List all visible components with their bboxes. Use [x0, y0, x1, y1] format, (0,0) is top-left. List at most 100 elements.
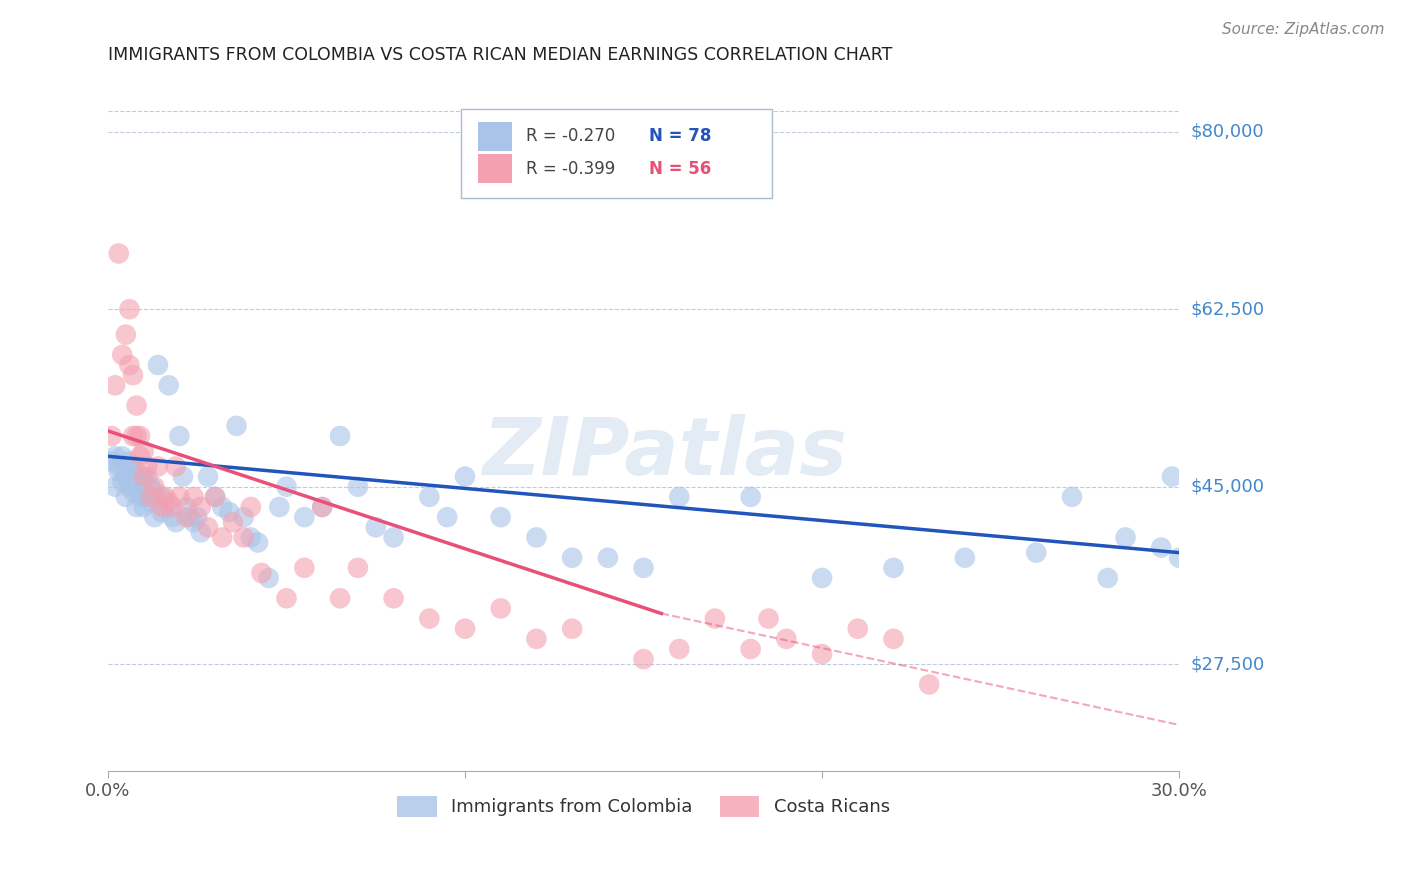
Point [197, 469, 219, 483]
Point [561, 550, 583, 565]
Point [311, 500, 333, 514]
Point [918, 677, 941, 691]
Point [157, 378, 180, 392]
Point [125, 500, 148, 514]
Point [526, 632, 548, 646]
Point [136, 490, 159, 504]
Point [846, 622, 869, 636]
Point [811, 571, 834, 585]
Point [561, 622, 583, 636]
Point [162, 510, 184, 524]
Point [100, 454, 122, 468]
Point [276, 591, 298, 606]
Point [176, 510, 198, 524]
Point [139, 490, 162, 504]
Point [139, 495, 162, 509]
Point [162, 500, 184, 514]
Text: ZIPatlas: ZIPatlas [482, 415, 848, 492]
Point [239, 531, 262, 545]
Point [129, 469, 152, 483]
Point [122, 484, 145, 499]
Point [132, 444, 155, 458]
Point [222, 515, 245, 529]
Legend: Immigrants from Colombia, Costa Ricans: Immigrants from Colombia, Costa Ricans [389, 789, 897, 823]
Point [418, 490, 440, 504]
Point [436, 510, 458, 524]
Point [104, 480, 127, 494]
Text: $27,500: $27,500 [1191, 656, 1264, 673]
Text: IMMIGRANTS FROM COLOMBIA VS COSTA RICAN MEDIAN EARNINGS CORRELATION CHART: IMMIGRANTS FROM COLOMBIA VS COSTA RICAN … [108, 46, 893, 64]
Point [311, 500, 333, 514]
Point [129, 490, 152, 504]
Point [1150, 541, 1173, 555]
Point [107, 246, 129, 260]
Point [489, 510, 512, 524]
Point [183, 490, 205, 504]
Point [111, 450, 134, 464]
Point [115, 490, 138, 504]
Point [269, 500, 291, 514]
Point [165, 515, 187, 529]
Point [364, 520, 387, 534]
Point [596, 550, 619, 565]
Point [225, 418, 247, 433]
Point [153, 500, 176, 514]
Point [169, 429, 191, 443]
Text: Source: ZipAtlas.com: Source: ZipAtlas.com [1222, 22, 1385, 37]
Point [132, 475, 155, 489]
Point [882, 561, 904, 575]
Point [104, 378, 127, 392]
Point [811, 647, 834, 661]
Point [165, 459, 187, 474]
Text: N = 56: N = 56 [650, 160, 711, 178]
Text: R = -0.399: R = -0.399 [526, 160, 614, 178]
Text: R = -0.270: R = -0.270 [526, 128, 614, 145]
Point [1097, 571, 1119, 585]
Point [775, 632, 797, 646]
Text: $45,000: $45,000 [1191, 478, 1264, 496]
Text: $80,000: $80,000 [1191, 123, 1264, 141]
Point [143, 484, 166, 499]
Point [633, 652, 655, 666]
Point [703, 611, 725, 625]
Point [179, 510, 201, 524]
Point [1025, 546, 1047, 560]
Point [1161, 469, 1184, 483]
Bar [478, 121, 512, 151]
Point [118, 358, 141, 372]
Bar [478, 154, 512, 183]
Point [136, 459, 159, 474]
Point [125, 429, 148, 443]
Point [526, 531, 548, 545]
Point [882, 632, 904, 646]
Point [382, 591, 405, 606]
Point [153, 490, 176, 504]
Point [146, 358, 169, 372]
Point [1060, 490, 1083, 504]
Point [104, 450, 127, 464]
Point [246, 535, 269, 549]
Point [250, 566, 273, 580]
Point [232, 531, 254, 545]
Point [139, 480, 162, 494]
Point [132, 500, 155, 514]
Point [125, 399, 148, 413]
Point [329, 591, 352, 606]
Point [1115, 531, 1137, 545]
Point [257, 571, 280, 585]
Point [218, 505, 240, 519]
FancyBboxPatch shape [461, 109, 772, 198]
Point [758, 611, 780, 625]
Point [183, 515, 205, 529]
Point [100, 429, 122, 443]
Point [122, 429, 145, 443]
Point [953, 550, 976, 565]
Point [172, 469, 194, 483]
Point [115, 459, 138, 474]
Point [668, 490, 690, 504]
Point [111, 348, 134, 362]
Point [169, 490, 191, 504]
Point [347, 561, 370, 575]
Point [143, 480, 166, 494]
Point [118, 302, 141, 317]
